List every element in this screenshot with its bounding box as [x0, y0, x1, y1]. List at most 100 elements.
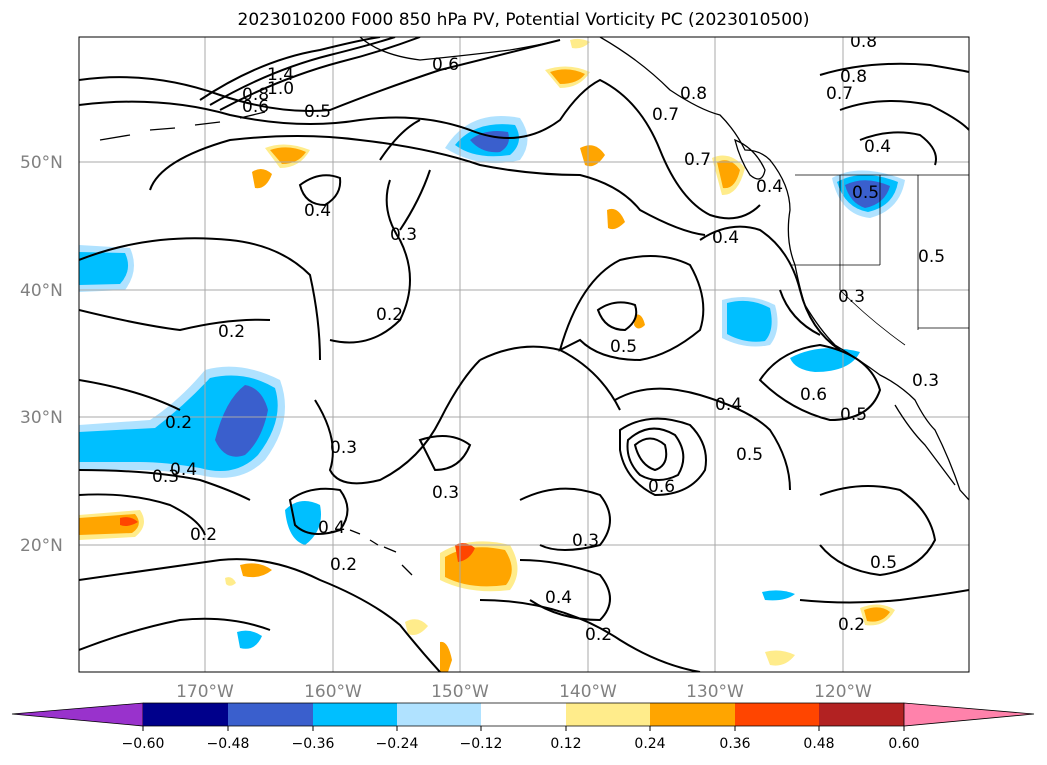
contour-line [209, 37, 396, 106]
aleutian-islands [99, 111, 266, 141]
map-title: 2023010200 F000 850 hPa PV, Potential Vo… [237, 10, 810, 30]
positive-anomaly-patch [405, 619, 428, 635]
hawaii-islands [349, 529, 413, 576]
lon-label: 170°W [176, 682, 234, 702]
contour-label: 0.4 [712, 228, 739, 248]
contour-line [379, 119, 421, 161]
contour-label: 0.4 [304, 201, 331, 221]
negative-anomaly-patch [215, 385, 268, 457]
contour-label: 0.8 [680, 84, 707, 104]
colorbar-segment [397, 703, 481, 726]
gridlines [79, 37, 969, 672]
contour-line [479, 599, 701, 672]
lat-label: 40°N [20, 281, 63, 301]
contour-line [314, 359, 481, 485]
colorbar-tick-label: −0.24 [376, 736, 419, 752]
colorbar-tick-label: 0.60 [888, 736, 919, 752]
contour-label: 0.2 [218, 322, 245, 342]
colorbar-tick-label: −0.12 [460, 736, 503, 752]
contour-label: 0.4 [864, 137, 891, 157]
negative-anomaly-patch [237, 630, 262, 649]
contour-label: 0.4 [545, 588, 572, 608]
colorbar-tick-label: 0.48 [803, 736, 834, 752]
positive-anomaly-patch [240, 563, 272, 578]
positive-anomaly-patch [550, 69, 585, 84]
colorbar-tick-labels: −0.60 −0.48 −0.36 −0.24 −0.12 0.12 0.24 … [122, 736, 920, 752]
contour-label: 0.3 [432, 483, 459, 503]
colorbar-segment [819, 703, 904, 726]
positive-anomaly-patch [440, 641, 452, 672]
contour-line [799, 589, 969, 604]
contour-line [619, 417, 707, 497]
contour-line [79, 558, 441, 672]
colorbar-ticks [142, 726, 905, 731]
contour-line [79, 617, 271, 651]
contour-label: 1.4 [267, 65, 294, 85]
contour-label: 0.3 [390, 225, 417, 245]
negative-anomaly-patch [470, 131, 509, 153]
political-borders [790, 174, 969, 346]
colorbar-tick-label: −0.48 [207, 736, 250, 752]
contour-label: 0.6 [432, 55, 459, 75]
map-plot-area: 1.4 1.0 0.8 0.6 0.5 0.6 0.7 0.7 0.8 0.8 … [79, 32, 969, 672]
positive-anomaly-patch [634, 314, 645, 329]
colorbar-extend-high [903, 702, 1035, 727]
contour-line [199, 37, 381, 101]
contour-line [558, 255, 705, 362]
contour-label: 0.7 [684, 150, 711, 170]
contour-line [859, 131, 937, 166]
colorbar-tick-label: −0.36 [292, 736, 335, 752]
contour-label: 0.5 [870, 553, 897, 573]
contour-line [79, 78, 761, 220]
colorbar: −0.60 −0.48 −0.36 −0.24 −0.12 0.12 0.24 … [11, 702, 1035, 752]
positive-anomaly-patch [225, 577, 236, 586]
contour-label: 0.2 [165, 413, 192, 433]
contour-label: 0.5 [736, 445, 763, 465]
positive-anomaly-patch [717, 160, 740, 189]
contour-label: 0.2 [585, 625, 612, 645]
positive-anomaly-patch [445, 547, 512, 587]
contour-label: 0.6 [648, 477, 675, 497]
contour-label: 0.5 [852, 183, 879, 203]
lon-label: 120°W [814, 682, 872, 702]
contour-label: 0.6 [242, 97, 269, 117]
positive-anomaly-patch [580, 145, 605, 167]
contour-line [614, 387, 791, 491]
lat-label: 20°N [20, 536, 63, 556]
positive-anomaly-patch [864, 607, 890, 622]
negative-anomaly-patch [845, 180, 890, 208]
lon-label: 140°W [559, 682, 617, 702]
contour-label: 0.4 [715, 395, 742, 415]
contour-line [779, 289, 821, 336]
contour-label: 0.3 [912, 371, 939, 391]
contour-label: 0.5 [304, 102, 331, 122]
contour-line [596, 301, 638, 332]
contour-line [149, 135, 706, 236]
longitude-labels: 170°W 160°W 150°W 140°W 130°W 120°W [176, 682, 872, 702]
colorbar-segment [566, 703, 650, 726]
contour-line [399, 169, 431, 231]
contour-label: 0.8 [840, 67, 867, 87]
state-border [839, 265, 906, 346]
contour-label: 0.5 [840, 405, 867, 425]
contour-line [79, 237, 321, 361]
colorbar-segment [650, 703, 735, 726]
contour-label: 0.8 [850, 32, 877, 52]
contour-label: 0.6 [800, 385, 827, 405]
contour-line [758, 343, 882, 422]
lon-label: 160°W [304, 682, 362, 702]
positive-anomaly-patch [765, 650, 795, 666]
contour-label: 0.3 [152, 467, 179, 487]
contour-line [633, 437, 668, 472]
contour-label: 0.3 [330, 438, 357, 458]
contour-labels: 1.4 1.0 0.8 0.6 0.5 0.6 0.7 0.7 0.8 0.8 … [152, 32, 945, 645]
colorbar-segment [143, 703, 228, 726]
contour-label: 0.5 [610, 337, 637, 357]
contour-line [288, 487, 349, 535]
contour-label: 0.4 [170, 460, 197, 480]
lat-label: 50°N [20, 153, 63, 173]
contour-label: 0.3 [572, 531, 599, 551]
latitude-labels: 50°N 40°N 30°N 20°N [20, 153, 63, 556]
contour-line [626, 427, 685, 481]
